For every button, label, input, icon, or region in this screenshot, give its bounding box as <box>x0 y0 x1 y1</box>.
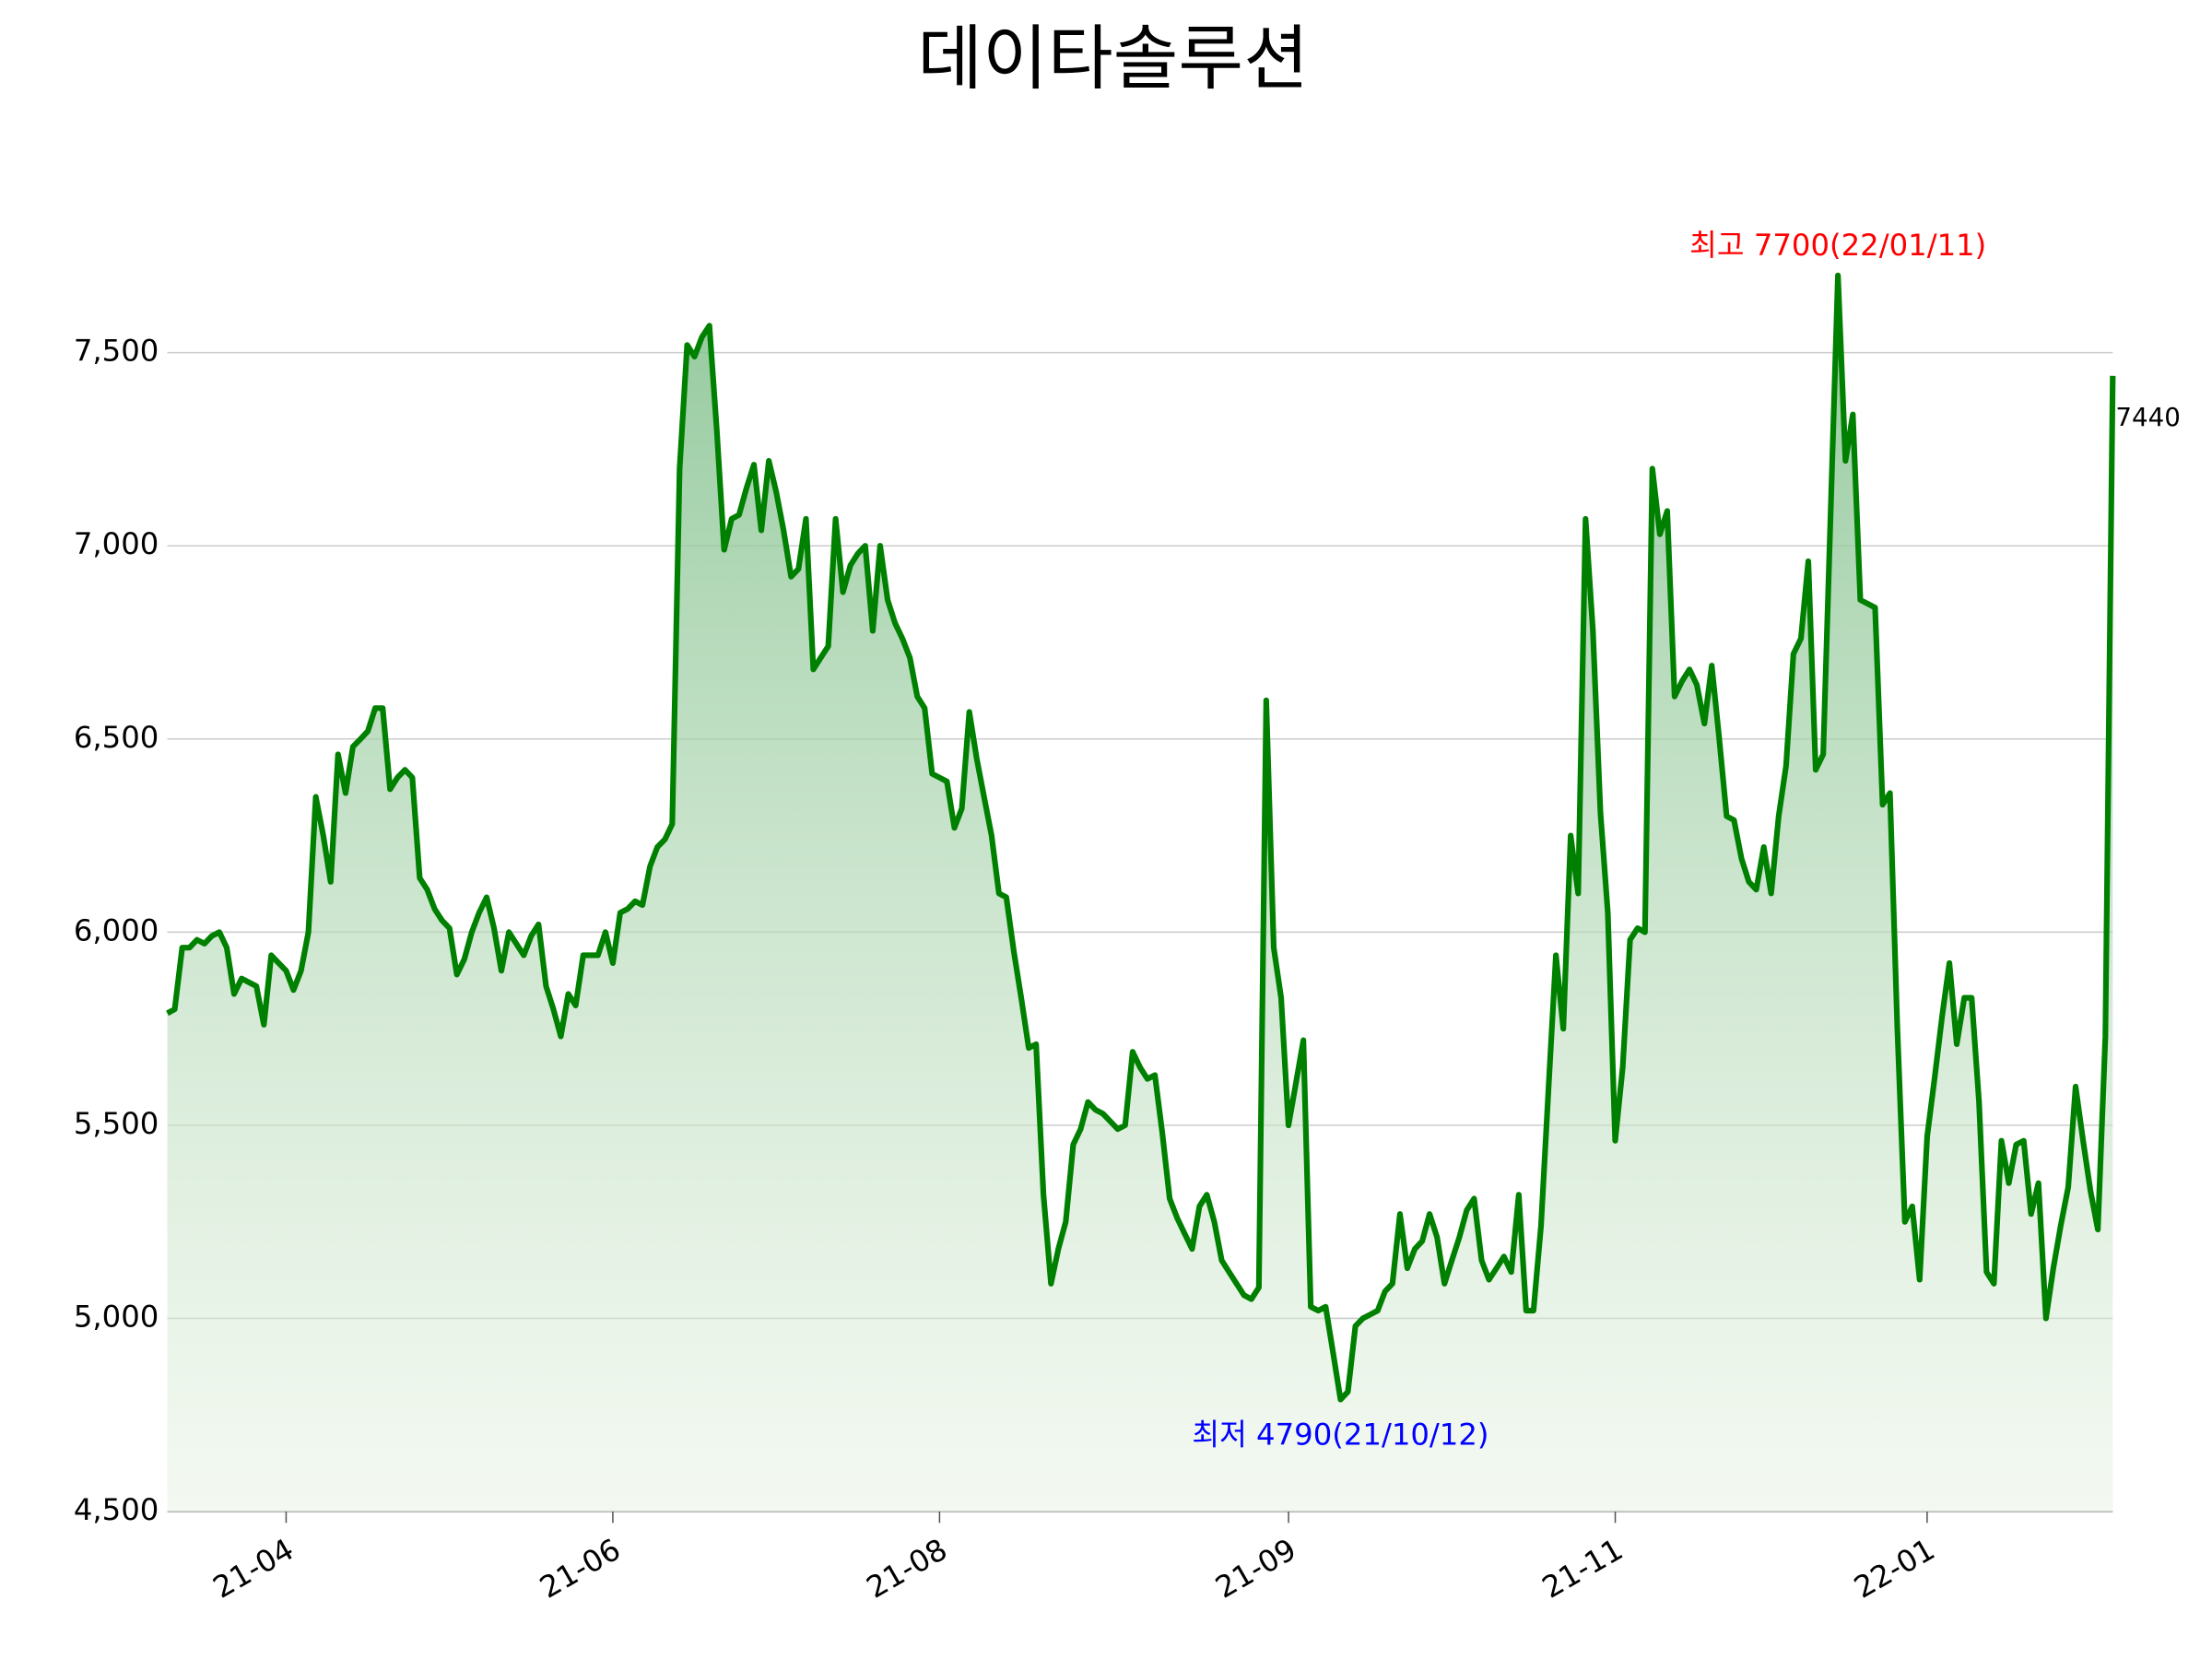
x-tick-label: 21-06 <box>534 1532 626 1606</box>
y-tick-label: 6,000 <box>74 912 159 947</box>
max-annotation: 최고 7700(22/01/11) <box>1689 228 1986 263</box>
y-tick-label: 4,500 <box>74 1492 159 1527</box>
y-tick-label: 7,000 <box>74 526 159 561</box>
area <box>167 275 2113 1512</box>
x-tick-label: 21-08 <box>861 1532 953 1606</box>
y-tick-label: 5,000 <box>74 1299 159 1334</box>
x-tick-label: 22-01 <box>1848 1532 1940 1606</box>
x-tick-label: 21-11 <box>1536 1532 1629 1606</box>
x-tick-label: 21-04 <box>207 1532 300 1606</box>
min-annotation: 최저 4790(21/10/12) <box>1192 1417 1488 1452</box>
end-value-label: 7440 <box>2115 402 2180 432</box>
chart-title: 데이타솔루션 <box>917 18 1309 100</box>
line <box>166 272 2116 1403</box>
y-tick-label: 7,500 <box>74 334 159 369</box>
y-tick-label: 6,500 <box>74 720 159 755</box>
x-tick-label: 21-09 <box>1209 1532 1301 1606</box>
y-tick-label: 5,500 <box>74 1106 159 1141</box>
